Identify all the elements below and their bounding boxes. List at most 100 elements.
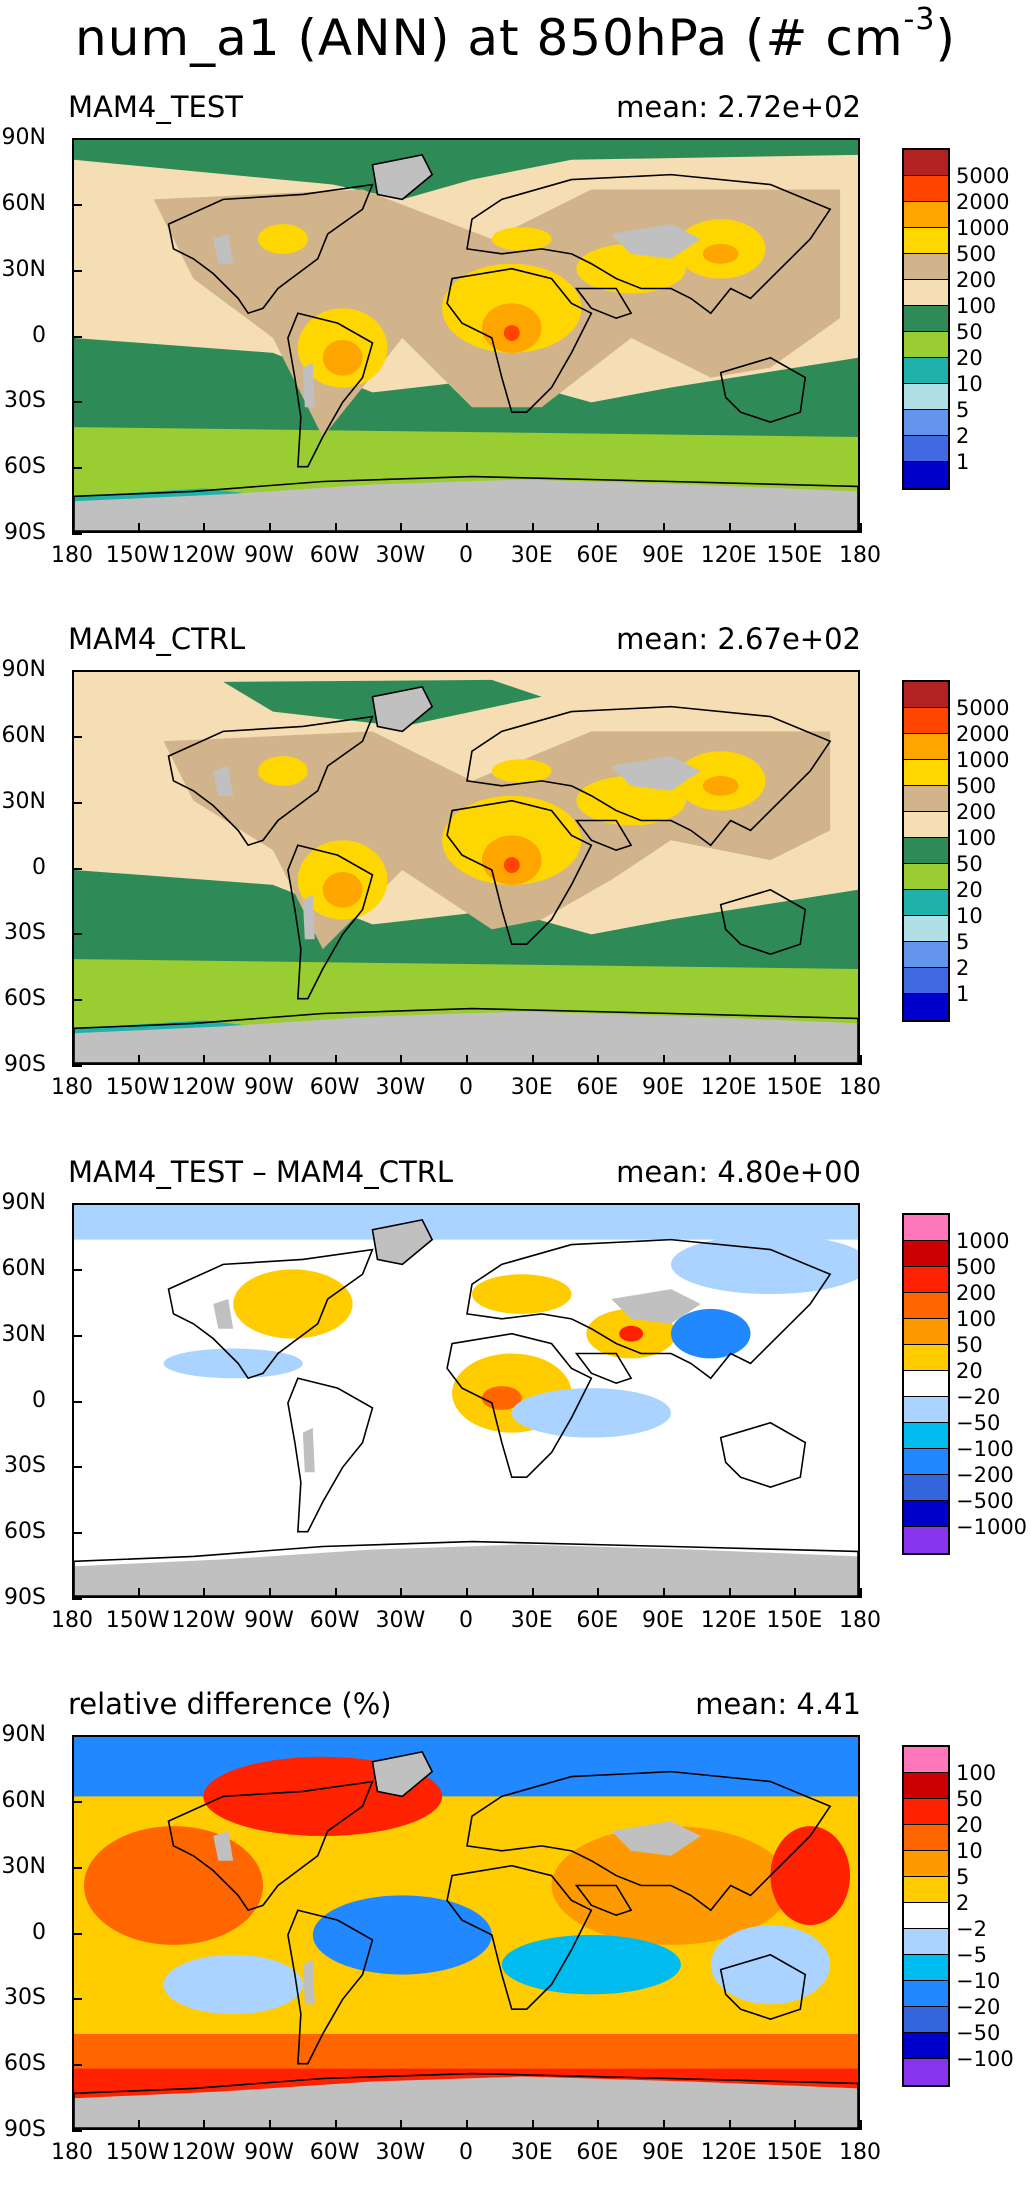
colorbar-label: 5000 (956, 696, 1010, 720)
coastline (371, 685, 434, 733)
lon-tick-label: 60E (576, 1075, 619, 1100)
lon-tick-label: 150E (766, 1075, 823, 1100)
lon-tick (663, 1588, 665, 1598)
lon-tick (334, 1588, 337, 1598)
colorbar-swatch (904, 150, 948, 176)
lon-tick (663, 1055, 665, 1065)
lat-tick (72, 1065, 82, 1067)
lon-tick-label: 150W (105, 543, 170, 568)
missing-data-area (213, 1831, 234, 1861)
missing-data-area (302, 362, 315, 408)
colorbar-label: 10 (956, 1839, 983, 1863)
missing-data-area (74, 1544, 858, 1596)
lat-tick-label: 90N (1, 657, 46, 682)
colorbar-label: 50 (956, 1333, 983, 1357)
lon-tick-label: 90E (642, 2140, 684, 2165)
coastline (74, 1007, 858, 1063)
lon-tick-label: 120E (700, 2140, 757, 2165)
southern-lightgreen-band (74, 427, 858, 502)
lat-tick-label: 30S (4, 388, 46, 414)
lon-tick (269, 1588, 271, 1598)
lat-tick (72, 2064, 82, 2067)
colorbar-swatch (904, 734, 948, 760)
lon-tick-label: 0 (459, 1075, 473, 1100)
lat-tick-label: 30N (1, 256, 46, 282)
lon-tick-label: 120W (171, 1075, 236, 1100)
colorbar-swatch (904, 1851, 948, 1877)
colorbar-swatch (904, 1241, 948, 1267)
coastline (719, 888, 807, 955)
asia-red (619, 1325, 644, 1342)
lon-tick (269, 1055, 271, 1065)
lon-tick (860, 1588, 862, 1598)
lat-tick-label: 60S (4, 1519, 46, 1545)
coastline (574, 1884, 633, 1917)
lon-tick-label: 120E (700, 1075, 757, 1100)
lat-tick (72, 1998, 82, 2001)
colorbar-swatch (904, 410, 948, 436)
lon-tick (728, 2120, 731, 2130)
lon-tick-label: 30W (375, 543, 426, 568)
colorbar-swatch (904, 1799, 948, 1825)
colorbar-label: −500 (956, 1489, 1014, 1513)
southern-green-band (74, 869, 858, 989)
lon-tick-label: 60E (576, 1608, 619, 1633)
colorbar-swatch (904, 890, 948, 916)
coastline (466, 173, 832, 315)
europe-yellow (471, 1274, 572, 1314)
lon-tick (203, 523, 206, 533)
coastline (574, 287, 633, 320)
lat-tick (72, 401, 82, 404)
south-america-orange (322, 339, 363, 376)
atlantic-blue (312, 1895, 492, 1975)
coastline (167, 715, 374, 847)
arctic-blue (74, 1737, 858, 1797)
colorbar-swatch (904, 462, 948, 488)
lon-tick-label: 90E (642, 1075, 684, 1100)
colorbar-label: 50 (956, 320, 983, 344)
arctic-band (74, 140, 858, 200)
coastline (287, 844, 374, 1000)
panel-mean: mean: 4.80e+00 (616, 1155, 861, 1189)
colorbar-label: 2 (956, 956, 970, 980)
lon-tick (531, 2120, 534, 2130)
colorbar (902, 680, 950, 1022)
missing-data-area (372, 154, 433, 200)
panel-mean: mean: 2.72e+02 (616, 90, 861, 124)
lon-tick (466, 1055, 468, 1065)
lat-tick (72, 1735, 82, 1737)
east-asia-blue (670, 1308, 751, 1359)
colorbar-swatch (904, 968, 948, 994)
lon-tick (794, 523, 797, 533)
lon-tick (269, 523, 271, 533)
lat-tick-label: 90S (4, 520, 46, 545)
colorbar-label: 5 (956, 1865, 970, 1889)
lon-tick (334, 523, 337, 533)
colorbar-swatch (904, 1267, 948, 1293)
lon-tick (860, 2120, 862, 2130)
colorbar-swatch (904, 1527, 948, 1553)
lon-tick-label: 60E (576, 543, 619, 568)
colorbar (902, 148, 950, 490)
colorbar-label: −20 (956, 1385, 1001, 1409)
colorbar-swatch (904, 1773, 948, 1799)
coastline (446, 267, 593, 414)
lat-tick (72, 138, 82, 140)
coastline (287, 312, 374, 468)
coastline (74, 2072, 858, 2128)
coastline (287, 1377, 374, 1533)
lon-tick-label: 180 (51, 2140, 93, 2165)
lon-tick-label: 180 (839, 2140, 881, 2165)
lon-tick (531, 1055, 534, 1065)
colorbar (902, 1745, 950, 2087)
panel-title: MAM4_TEST (68, 90, 243, 124)
lon-tick (72, 2120, 74, 2130)
lat-tick-label: 0 (32, 1387, 46, 1413)
lon-tick-label: 150E (766, 2140, 823, 2165)
colorbar-swatch (904, 306, 948, 332)
colorbar-swatch (904, 1877, 948, 1903)
colorbar-label: 1000 (956, 748, 1010, 772)
colorbar-label: 200 (956, 1281, 997, 1305)
lon-tick-label: 150W (105, 1075, 170, 1100)
colorbar-label: −1000 (956, 1515, 1028, 1539)
